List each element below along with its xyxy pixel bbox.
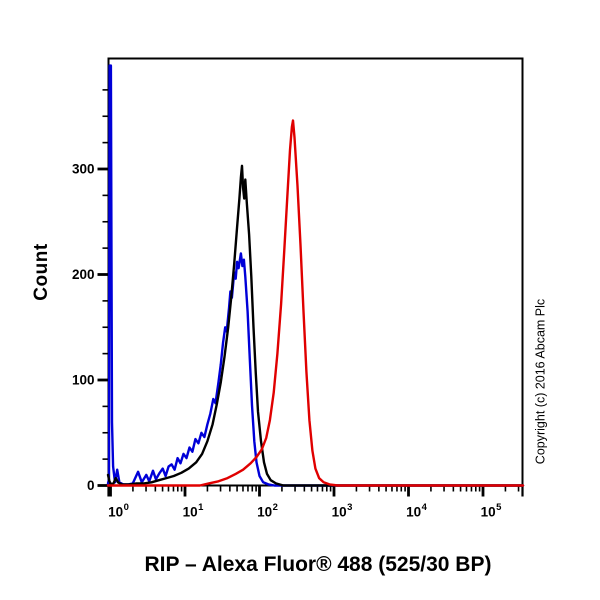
- red-curve: [106, 119, 525, 487]
- y-tick-label: 200: [72, 267, 95, 282]
- x-tick-label: 100: [108, 502, 129, 520]
- x-tick-label: 104: [406, 502, 428, 520]
- y-tick-label: 300: [72, 162, 95, 177]
- y-axis-label: Count: [31, 243, 52, 301]
- blue-curve: [106, 64, 525, 487]
- y-tick-label: 100: [72, 373, 95, 388]
- y-axis: 0 100 200 300: [72, 89, 108, 493]
- chart-title: RIP – Alexa Fluor® 488 (525/30 BP): [144, 553, 492, 576]
- black-curve: [106, 164, 525, 487]
- copyright-text: Copyright (c) 2016 Abcam Plc: [533, 298, 548, 465]
- y-tick-label: 0: [87, 478, 95, 493]
- x-tick-label: 101: [183, 502, 205, 520]
- x-tick-label: 102: [257, 502, 278, 520]
- x-tick-label: 105: [481, 502, 503, 520]
- plot-frame: [107, 57, 524, 487]
- x-tick-label: 103: [332, 502, 353, 520]
- x-axis: 100 101 102 103 104 105: [107, 486, 524, 520]
